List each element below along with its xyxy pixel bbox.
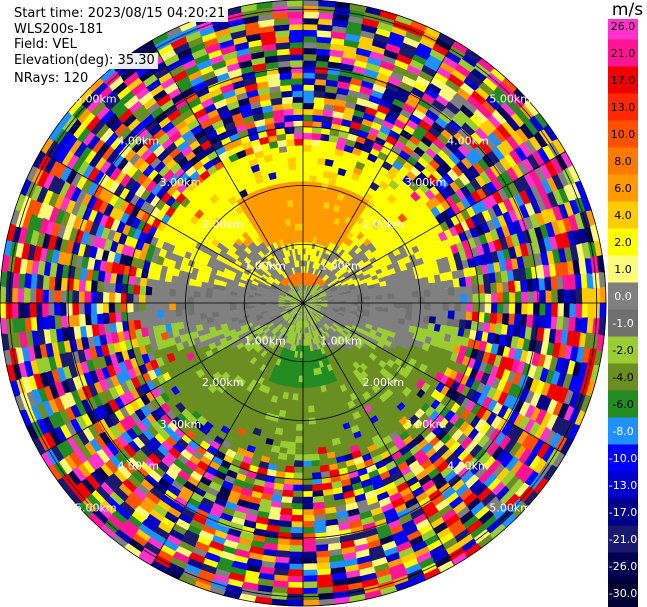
range-ring-label: 5.00km xyxy=(489,501,531,514)
nrays-label: NRays: 120 xyxy=(11,71,92,87)
colorbar-tick-label: -21.0 xyxy=(609,533,637,546)
elevation-label: Elevation(deg): 35.30 xyxy=(11,53,158,69)
colorbar-swatch xyxy=(608,363,638,391)
range-ring-label: 1.00km xyxy=(320,260,362,273)
colorbar-swatch xyxy=(608,201,638,229)
colorbar-tick-label: -10.0 xyxy=(609,452,637,465)
range-ring-label: 4.00km xyxy=(117,134,159,147)
velocity-cell-group xyxy=(15,9,601,603)
colorbar-tick-label: 13.0 xyxy=(611,101,636,114)
azimuth-spoke xyxy=(302,302,566,455)
range-ring-label: 3.00km xyxy=(405,418,447,431)
colorbar-swatch xyxy=(608,336,638,364)
ppi-scan-plot: 1.00km 1.00km 1.00km 1.00km 2.00km 2.00km 2.00… xyxy=(0,0,607,607)
colorbar-tick-label: -2.0 xyxy=(612,344,633,357)
colorbar-tick-label: 21.0 xyxy=(611,47,636,60)
colorbar-swatch xyxy=(608,228,638,256)
azimuth-spoke xyxy=(151,40,304,304)
colorbar-swatch xyxy=(608,120,638,148)
range-ring-label: 1.00km xyxy=(320,334,362,347)
colorbar-swatch xyxy=(608,498,638,526)
colorbar-swatch xyxy=(608,39,638,67)
colorbar-tick-label: 26.0 xyxy=(611,20,636,33)
colorbar-swatch xyxy=(608,66,638,94)
colorbar-tick-label: -17.0 xyxy=(609,506,637,519)
range-ring-label: 5.00km xyxy=(489,93,531,106)
range-ring-label: 1.00km xyxy=(244,334,286,347)
colorbar-tick-label: 2.0 xyxy=(614,236,632,249)
velocity-cell-group xyxy=(6,3,603,601)
colorbar-swatch xyxy=(608,282,638,310)
colorbar-swatch xyxy=(608,579,638,607)
colorbar-swatch xyxy=(608,93,638,121)
colorbar-tick-label: 8.0 xyxy=(614,155,632,168)
colorbar-tick-label: -13.0 xyxy=(609,479,637,492)
colorbar-tick-label: 17.0 xyxy=(611,74,636,87)
azimuth-spoke xyxy=(302,302,455,566)
colorbar-swatch xyxy=(608,525,638,553)
range-ring-label: 3.00km xyxy=(160,176,202,189)
range-ring-label: 4.00km xyxy=(117,460,159,473)
colorbar-tick-label: -8.0 xyxy=(612,425,633,438)
start-time-label: Start time: 2023/08/15 04:20:21 xyxy=(11,6,229,22)
range-ring-label: 1.00km xyxy=(244,260,286,273)
azimuth-spoke xyxy=(40,151,304,304)
colorbar-tick-label: 6.0 xyxy=(614,182,632,195)
colorbar-tick-label: -26.0 xyxy=(609,560,637,573)
instrument-label: WLS200s-181 xyxy=(11,22,107,38)
colorbar-swatch xyxy=(608,444,638,472)
range-ring-label: 5.00km xyxy=(75,93,117,106)
colorbar-tick-label: 1.0 xyxy=(614,263,632,276)
azimuth-spoke xyxy=(302,40,455,304)
range-ring-label: 5.00km xyxy=(75,501,117,514)
range-ring-label: 3.00km xyxy=(160,418,202,431)
range-ring-label: 3.00km xyxy=(405,176,447,189)
colorbar-swatch xyxy=(608,390,638,418)
colorbar-swatch xyxy=(608,471,638,499)
colorbar-swatch xyxy=(608,174,638,202)
colorbar-swatch xyxy=(608,552,638,580)
azimuth-spoke xyxy=(40,302,304,455)
colorbar-swatch xyxy=(608,255,638,283)
colorbar-swatch xyxy=(608,417,638,445)
colorbar-tick-label: 0.0 xyxy=(614,290,632,303)
range-ring-label: 2.00km xyxy=(362,376,404,389)
colorbar-tick-label: -6.0 xyxy=(612,398,633,411)
range-ring-label: 2.00km xyxy=(202,376,244,389)
azimuth-spokes xyxy=(0,0,606,606)
colorbar-tick-label: -30.0 xyxy=(609,587,637,600)
range-ring-label: 2.00km xyxy=(202,218,244,231)
range-ring-label: 4.00km xyxy=(447,134,489,147)
range-ring-label: 4.00km xyxy=(447,460,489,473)
colorbar-tick-label: -4.0 xyxy=(612,371,633,384)
colorbar-swatch xyxy=(608,309,638,337)
velocity-cell-group xyxy=(5,9,597,605)
colorbar-tick-label: 10.0 xyxy=(611,128,636,141)
range-ring-label: 2.00km xyxy=(362,218,404,231)
range-ring-labels: 1.00km 1.00km 1.00km 1.00km 2.00km 2.00km 2.00… xyxy=(75,93,531,515)
colorbar-unit: m/s xyxy=(611,0,644,20)
velocity-colorbar: 26.0 21.0 17.0 13.0 10.0 8.0 6.0 4.0 2.0 1.0 0.0 -1… xyxy=(608,19,638,607)
colorbar-swatch xyxy=(608,147,638,175)
azimuth-spoke xyxy=(151,302,304,566)
velocity-cell-group xyxy=(132,282,479,329)
field-label: Field: VEL xyxy=(11,37,80,53)
velocity-cell-group xyxy=(0,6,576,605)
colorbar-tick-label: -1.0 xyxy=(612,317,633,330)
colorbar-tick-label: 4.0 xyxy=(614,209,632,222)
azimuth-spoke xyxy=(302,151,566,304)
